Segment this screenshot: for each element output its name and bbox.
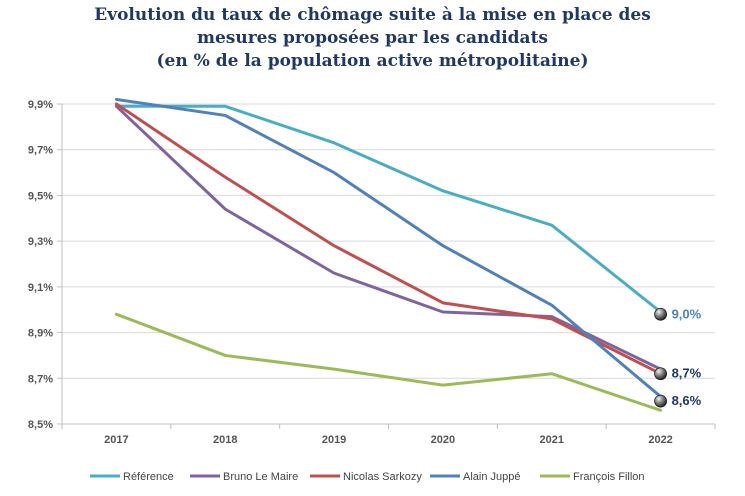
title-line-3: (en % de la population active métropolit… — [156, 51, 589, 71]
end-marker — [654, 367, 667, 381]
legend-label: François Fillon — [573, 471, 645, 483]
title-line-2: mesures proposées par les candidats — [196, 28, 549, 48]
y-tick-label: 9,5% — [28, 190, 53, 202]
y-tick-label: 9,1% — [28, 282, 53, 294]
series-line-reference — [114, 104, 663, 314]
y-tick-label: 9,3% — [28, 236, 53, 248]
series-line-francois-fillon — [114, 312, 663, 412]
x-tick-label: 2022 — [648, 434, 672, 446]
series-line-bruno-le-maire — [114, 104, 663, 371]
y-tick-label: 8,7% — [28, 373, 53, 385]
title-line-1: Evolution du taux de chômage suite à la … — [94, 5, 651, 25]
legend-label: Référence — [123, 471, 174, 483]
axes: 8,5% 8,7% 8,9% 9,1% 9,3% 9,5% 9,7% 9,9% 2017 2018… — [28, 99, 716, 446]
series-lines — [114, 97, 663, 412]
end-value-label: 8,7% — [672, 366, 702, 381]
x-tick-label: 2021 — [540, 434, 564, 446]
legend-label: Bruno Le Maire — [223, 471, 298, 483]
end-value-label: 9,0% — [672, 306, 702, 321]
x-tick-label: 2020 — [431, 434, 455, 446]
legend-label: Alain Juppé — [463, 471, 521, 483]
x-tick-label: 2019 — [322, 434, 346, 446]
y-tick-label: 9,9% — [28, 99, 53, 111]
legend-label: Nicolas Sarkozy — [343, 471, 422, 483]
x-tick-label: 2017 — [104, 434, 128, 446]
series-line-nicolas-sarkozy — [114, 102, 663, 376]
legend: Référence Bruno Le Maire Nicolas Sarkozy Al… — [90, 471, 645, 483]
y-tick-label: 8,5% — [28, 419, 53, 431]
x-tick-label: 2018 — [213, 434, 237, 446]
end-markers: 9,0% 8,7% 8,6% — [654, 306, 702, 408]
y-tick-label: 8,9% — [28, 328, 53, 340]
end-marker — [654, 394, 667, 408]
end-value-label: 8,6% — [672, 393, 702, 408]
series-line-alain-juppe — [114, 97, 663, 399]
y-tick-label: 9,7% — [28, 145, 53, 157]
chart-title: Evolution du taux de chômage suite à la … — [0, 4, 745, 73]
end-marker — [654, 307, 667, 321]
